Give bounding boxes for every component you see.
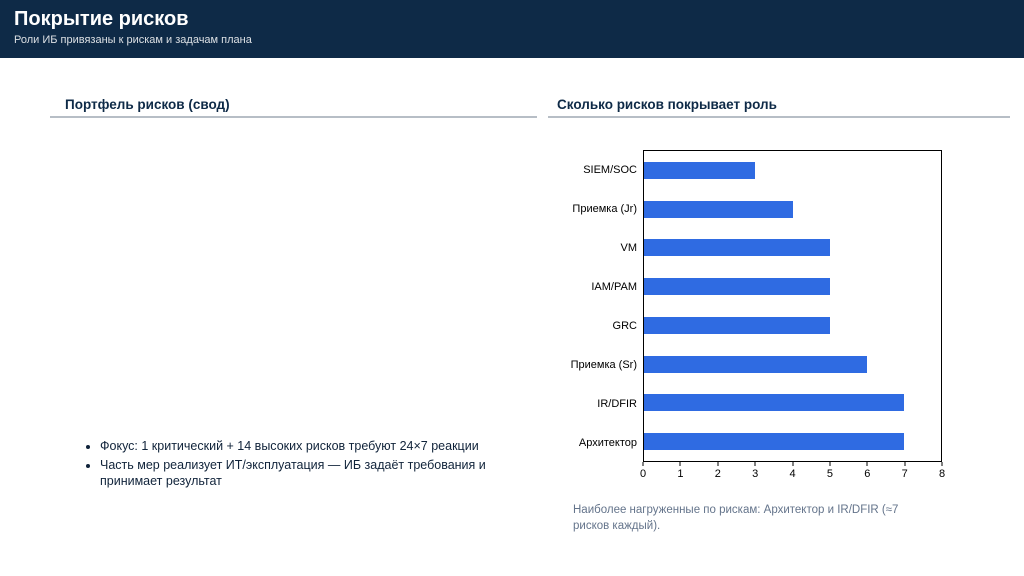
chart-row: [644, 151, 941, 190]
chart-bar: [644, 239, 830, 257]
x-tick-label: 7: [901, 468, 908, 480]
chart-category-label: SIEM/SOC: [583, 163, 637, 176]
chart-bar: [644, 316, 830, 334]
chart-category-label: GRC: [612, 319, 637, 332]
chart-bar: [644, 161, 756, 179]
chart-bar: [644, 433, 904, 451]
chart-bar: [644, 394, 904, 412]
chart-plot-area: [643, 150, 942, 462]
x-tick-label: 3: [752, 468, 759, 480]
x-tick-label: 0: [639, 468, 647, 480]
right-section-divider: [548, 116, 1010, 118]
x-tick-label: 1: [677, 468, 684, 480]
header-bar: Покрытие рисков Роли ИБ привязаны к риск…: [0, 0, 1024, 58]
chart-row: [644, 229, 941, 268]
chart-category-label: IAM/PAM: [591, 280, 637, 293]
x-tick-mark: [866, 462, 868, 466]
x-tick-mark: [829, 462, 831, 466]
chart-bar: [644, 200, 793, 218]
chart-row: [644, 190, 941, 229]
bullet-item: Часть мер реализует ИТ/эксплуатация — ИБ…: [100, 457, 520, 489]
x-tick-mark: [717, 462, 719, 466]
page-title: Покрытие рисков: [14, 8, 189, 30]
x-tick-mark: [941, 462, 943, 466]
x-tick-mark: [642, 462, 644, 466]
x-tick-label: 2: [714, 468, 721, 480]
chart-caption: Наиболее нагруженные по рискам: Архитект…: [573, 504, 899, 532]
chart-category-label: Архитектор: [578, 436, 637, 449]
chart-row: [644, 267, 941, 306]
bar-chart: SIEM/SOC Приемка (Jr) VM IAM/PAM GRC Приемка …: [548, 150, 946, 484]
bullet-item: Фокус: 1 критический + 14 высоких рисков…: [100, 438, 520, 454]
left-section-heading: Портфель рисков (свод): [65, 97, 230, 112]
chart-category-label: Приемка (Sr): [570, 358, 637, 371]
chart-row: [644, 306, 941, 345]
left-bullet-list: Фокус: 1 критический + 14 высоких рисков…: [86, 438, 520, 492]
page-subtitle: Роли ИБ привязаны к рискам и задачам пла…: [14, 34, 252, 46]
x-tick-mark: [754, 462, 756, 466]
chart-bar: [644, 278, 830, 296]
right-section-heading: Сколько рисков покрывает роль: [557, 97, 777, 112]
x-tick-label: 4: [789, 468, 796, 480]
x-tick-label: 6: [864, 468, 871, 480]
x-tick-mark: [679, 462, 681, 466]
x-tick-label: 5: [826, 468, 833, 480]
left-section-divider: [50, 116, 537, 118]
chart-bar: [644, 355, 867, 373]
chart-category-label: IR/DFIR: [597, 397, 637, 410]
chart-category-label: VM: [620, 241, 638, 254]
chart-row: [644, 345, 941, 384]
x-tick-label: 8: [938, 468, 946, 480]
chart-row: [644, 422, 941, 461]
chart-category-labels: SIEM/SOC Приемка (Jr) VM IAM/PAM GRC Приемка …: [548, 150, 643, 462]
chart-row: [644, 384, 941, 423]
chart-category-label: Приемка (Jr): [572, 202, 637, 215]
x-tick-mark: [904, 462, 906, 466]
chart-x-axis: 0 1 2 3 4 5 6 7 8: [639, 462, 946, 484]
x-tick-mark: [792, 462, 793, 466]
